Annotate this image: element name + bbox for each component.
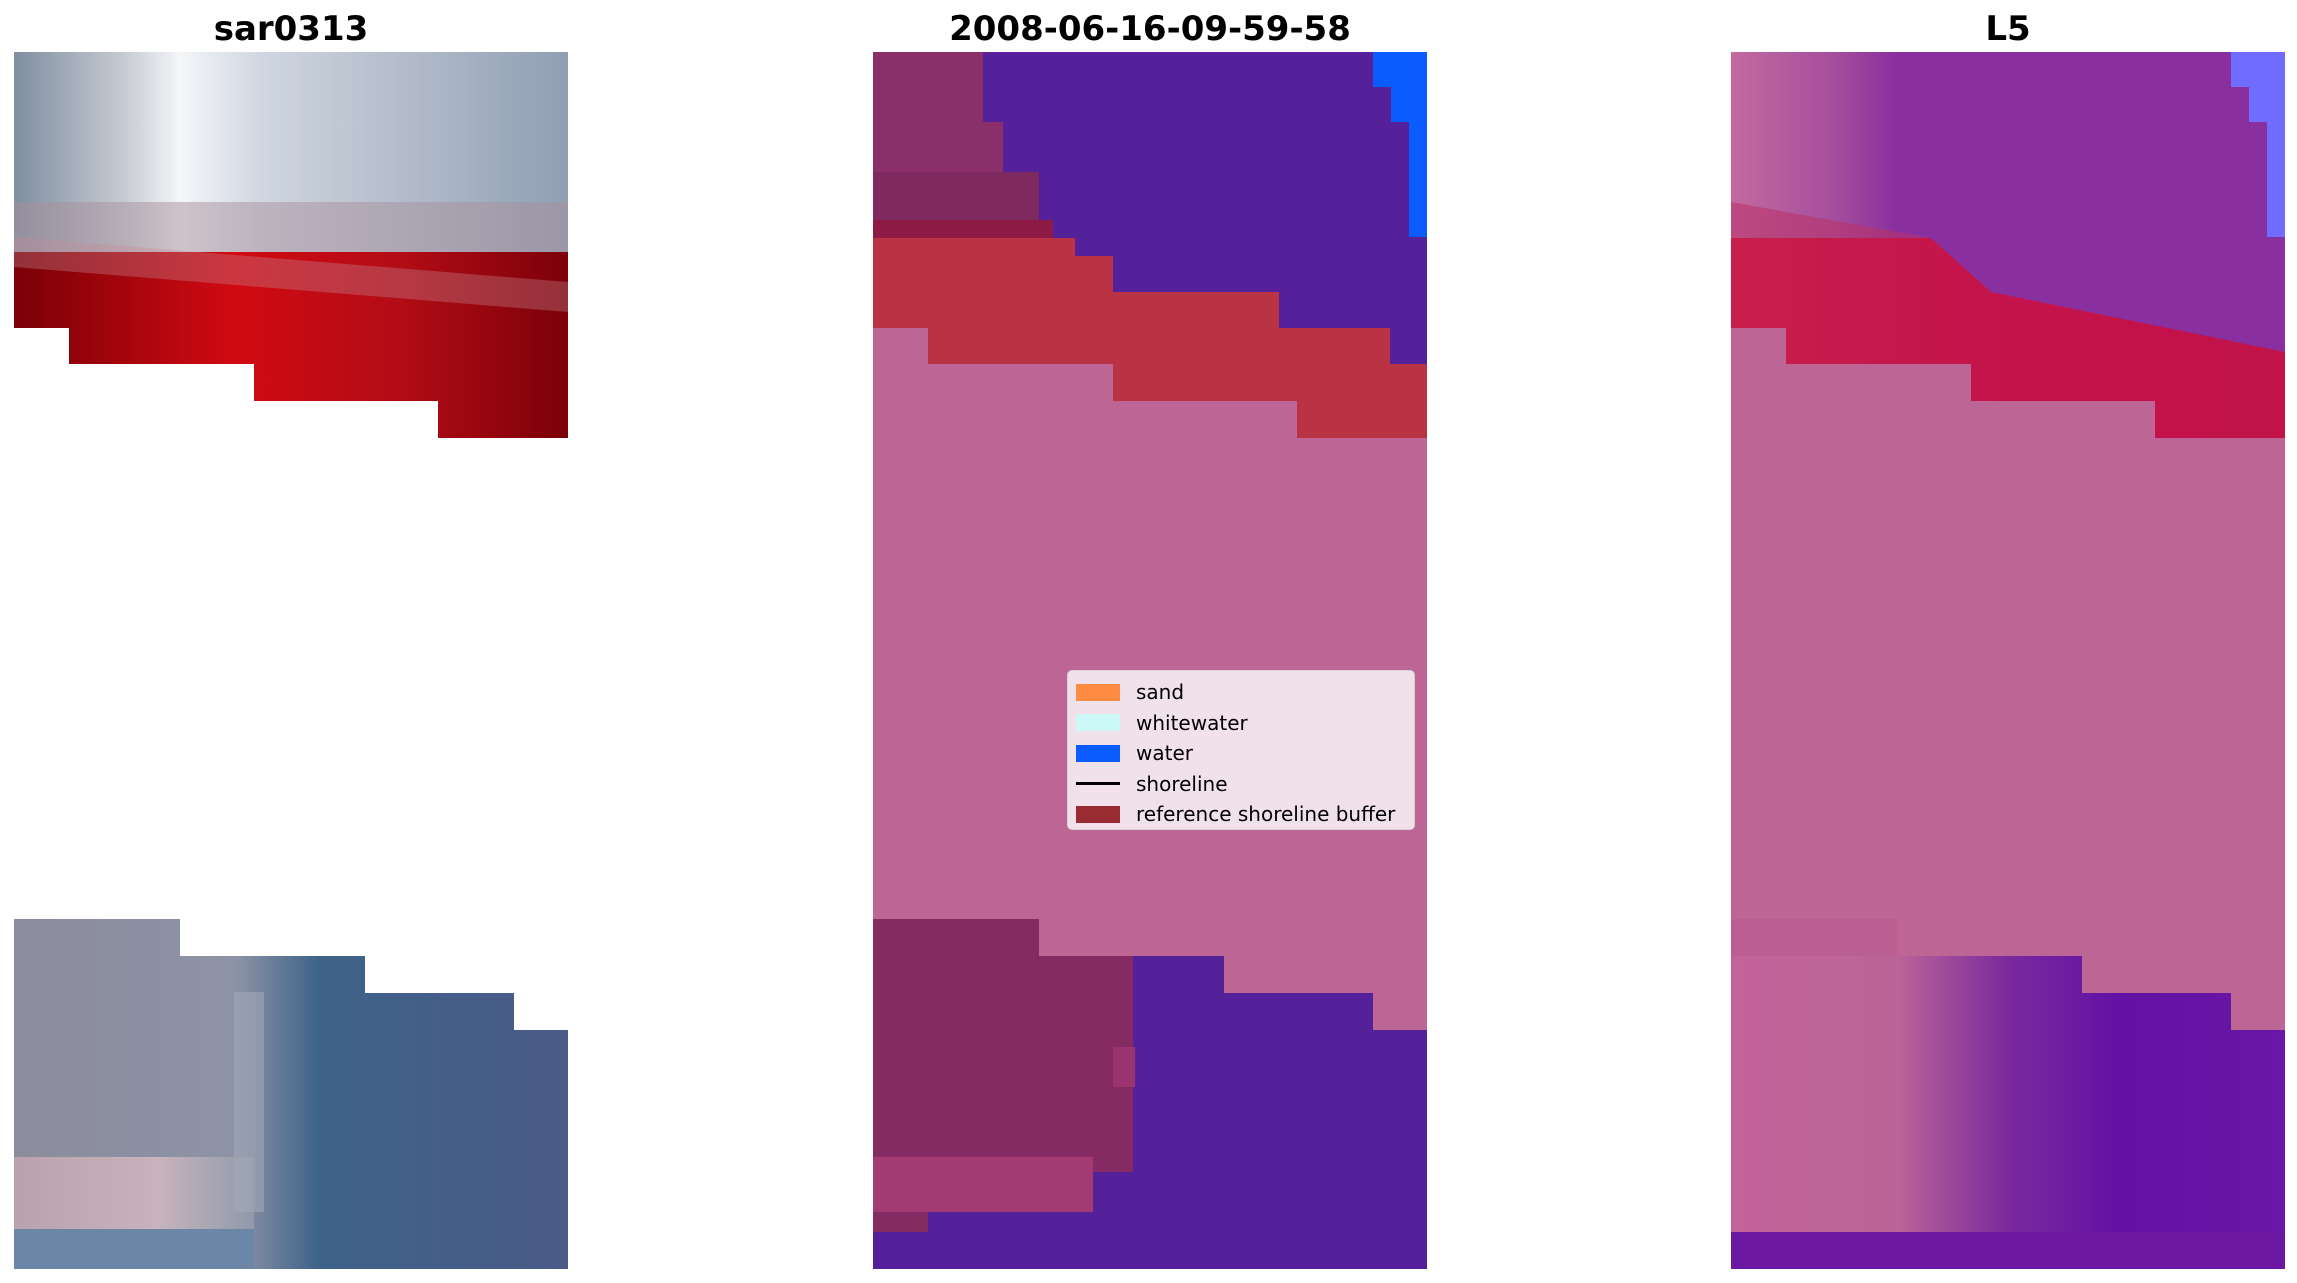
legend-label-reference-buffer: reference shoreline buffer — [1136, 802, 1396, 827]
legend-label-shoreline: shoreline — [1136, 771, 1228, 796]
panel-title-classified: 2008-06-16-09-59-58 — [949, 9, 1351, 49]
index-image-panel — [1731, 52, 2285, 1269]
legend-line-shoreline — [1076, 775, 1120, 792]
legend-label-sand: sand — [1136, 680, 1185, 705]
legend-item-reference-buffer: reference shoreline buffer — [1076, 799, 1406, 830]
legend-swatch-whitewater — [1076, 714, 1120, 732]
index-image — [1731, 52, 2285, 1269]
panel-title-rgb: sar0313 — [213, 9, 369, 49]
classified-image-panel — [873, 52, 1427, 1269]
panel-title-index: L5 — [1985, 9, 2031, 49]
legend-item-shoreline: shoreline — [1076, 769, 1406, 800]
legend: sand whitewater water shoreline referenc… — [1067, 670, 1415, 830]
legend-swatch-reference-buffer — [1076, 805, 1120, 823]
legend-item-sand: sand — [1076, 677, 1406, 708]
legend-item-water: water — [1076, 738, 1406, 769]
legend-item-whitewater: whitewater — [1076, 708, 1406, 739]
rgb-image-panel — [14, 52, 568, 1269]
legend-label-whitewater: whitewater — [1136, 710, 1248, 735]
legend-label-water: water — [1136, 741, 1193, 766]
rgb-image — [14, 52, 568, 1269]
legend-swatch-water — [1076, 744, 1120, 762]
classified-image — [873, 52, 1427, 1269]
legend-swatch-sand — [1076, 683, 1120, 701]
